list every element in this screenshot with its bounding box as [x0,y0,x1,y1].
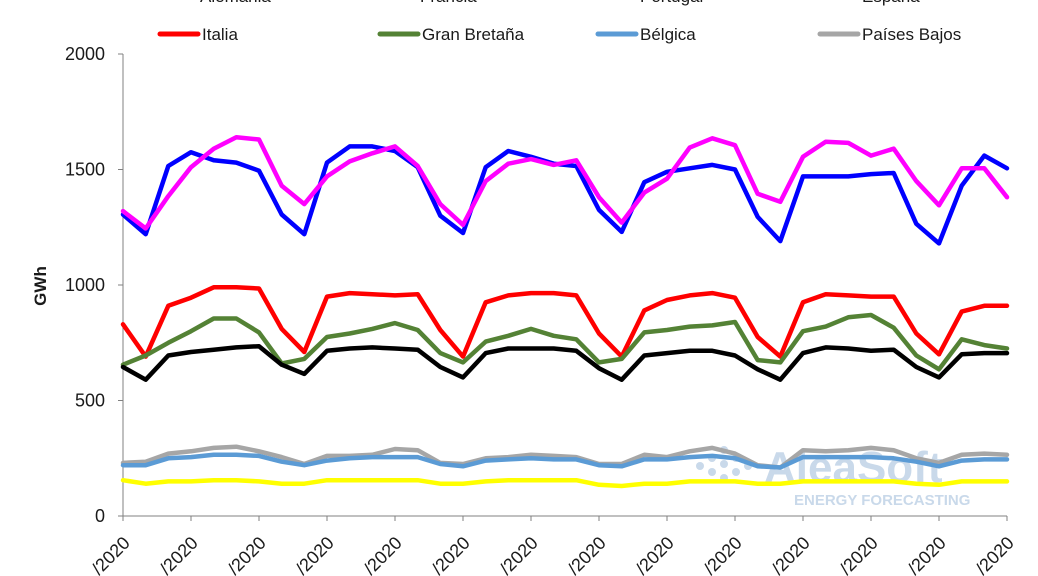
y-tick-label: 2000 [65,44,105,64]
legend-label-top-row: Portugal [640,0,703,6]
x-tick-label: /2020 [496,533,542,576]
series-lines [120,134,1010,489]
series-line-italia [120,285,1010,359]
x-tick-label: /2020 [836,533,882,576]
legend-label-top-row: Alemania [200,0,271,6]
x-tick-label: /2020 [428,533,474,576]
legend-label-top-row: España [862,0,920,6]
y-axis-title: GWh [31,266,50,306]
x-tick-label: /2020 [632,533,678,576]
y-axis-ticks: 0 500 1000 1500 2000 [65,44,123,526]
series-line-belgica [120,452,1010,470]
series-line-espana [120,343,1010,382]
series-line-francia [120,134,1010,231]
legend-label-gran-bretana: Gran Bretaña [422,25,525,44]
series-line-paises-bajos [120,444,1010,470]
y-tick-label: 500 [75,391,105,411]
x-tick-label: /2020 [904,533,950,576]
x-tick-label: /2020 [292,533,338,576]
x-tick-label: /2020 [156,533,202,576]
legend-label-italia: Italia [202,25,238,44]
x-tick-label: /2020 [972,533,1018,576]
series-line-gran-bretana [120,312,1010,372]
x-tick-label: /2020 [768,533,814,576]
x-tick-label: /2020 [88,533,134,576]
legend-label-belgica: Bélgica [640,25,696,44]
series-line-portugal [120,477,1010,489]
y-tick-label: 0 [95,506,105,526]
legend-label-top-row: Francia [420,0,477,6]
legend: Italia Gran Bretaña Bélgica Países Bajos Ale… [157,0,961,44]
x-tick-label: /2020 [700,533,746,576]
x-axis-ticks: /2020/2020/2020/2020/2020/2020/2020/2020… [88,516,1018,576]
x-tick-label: /2020 [564,533,610,576]
y-tick-label: 1500 [65,160,105,180]
legend-label-paises-bajos: Países Bajos [862,25,961,44]
x-tick-label: /2020 [360,533,406,576]
y-tick-label: 1000 [65,275,105,295]
x-tick-label: /2020 [224,533,270,576]
watermark-tagline: ENERGY FORECASTING [794,492,970,509]
